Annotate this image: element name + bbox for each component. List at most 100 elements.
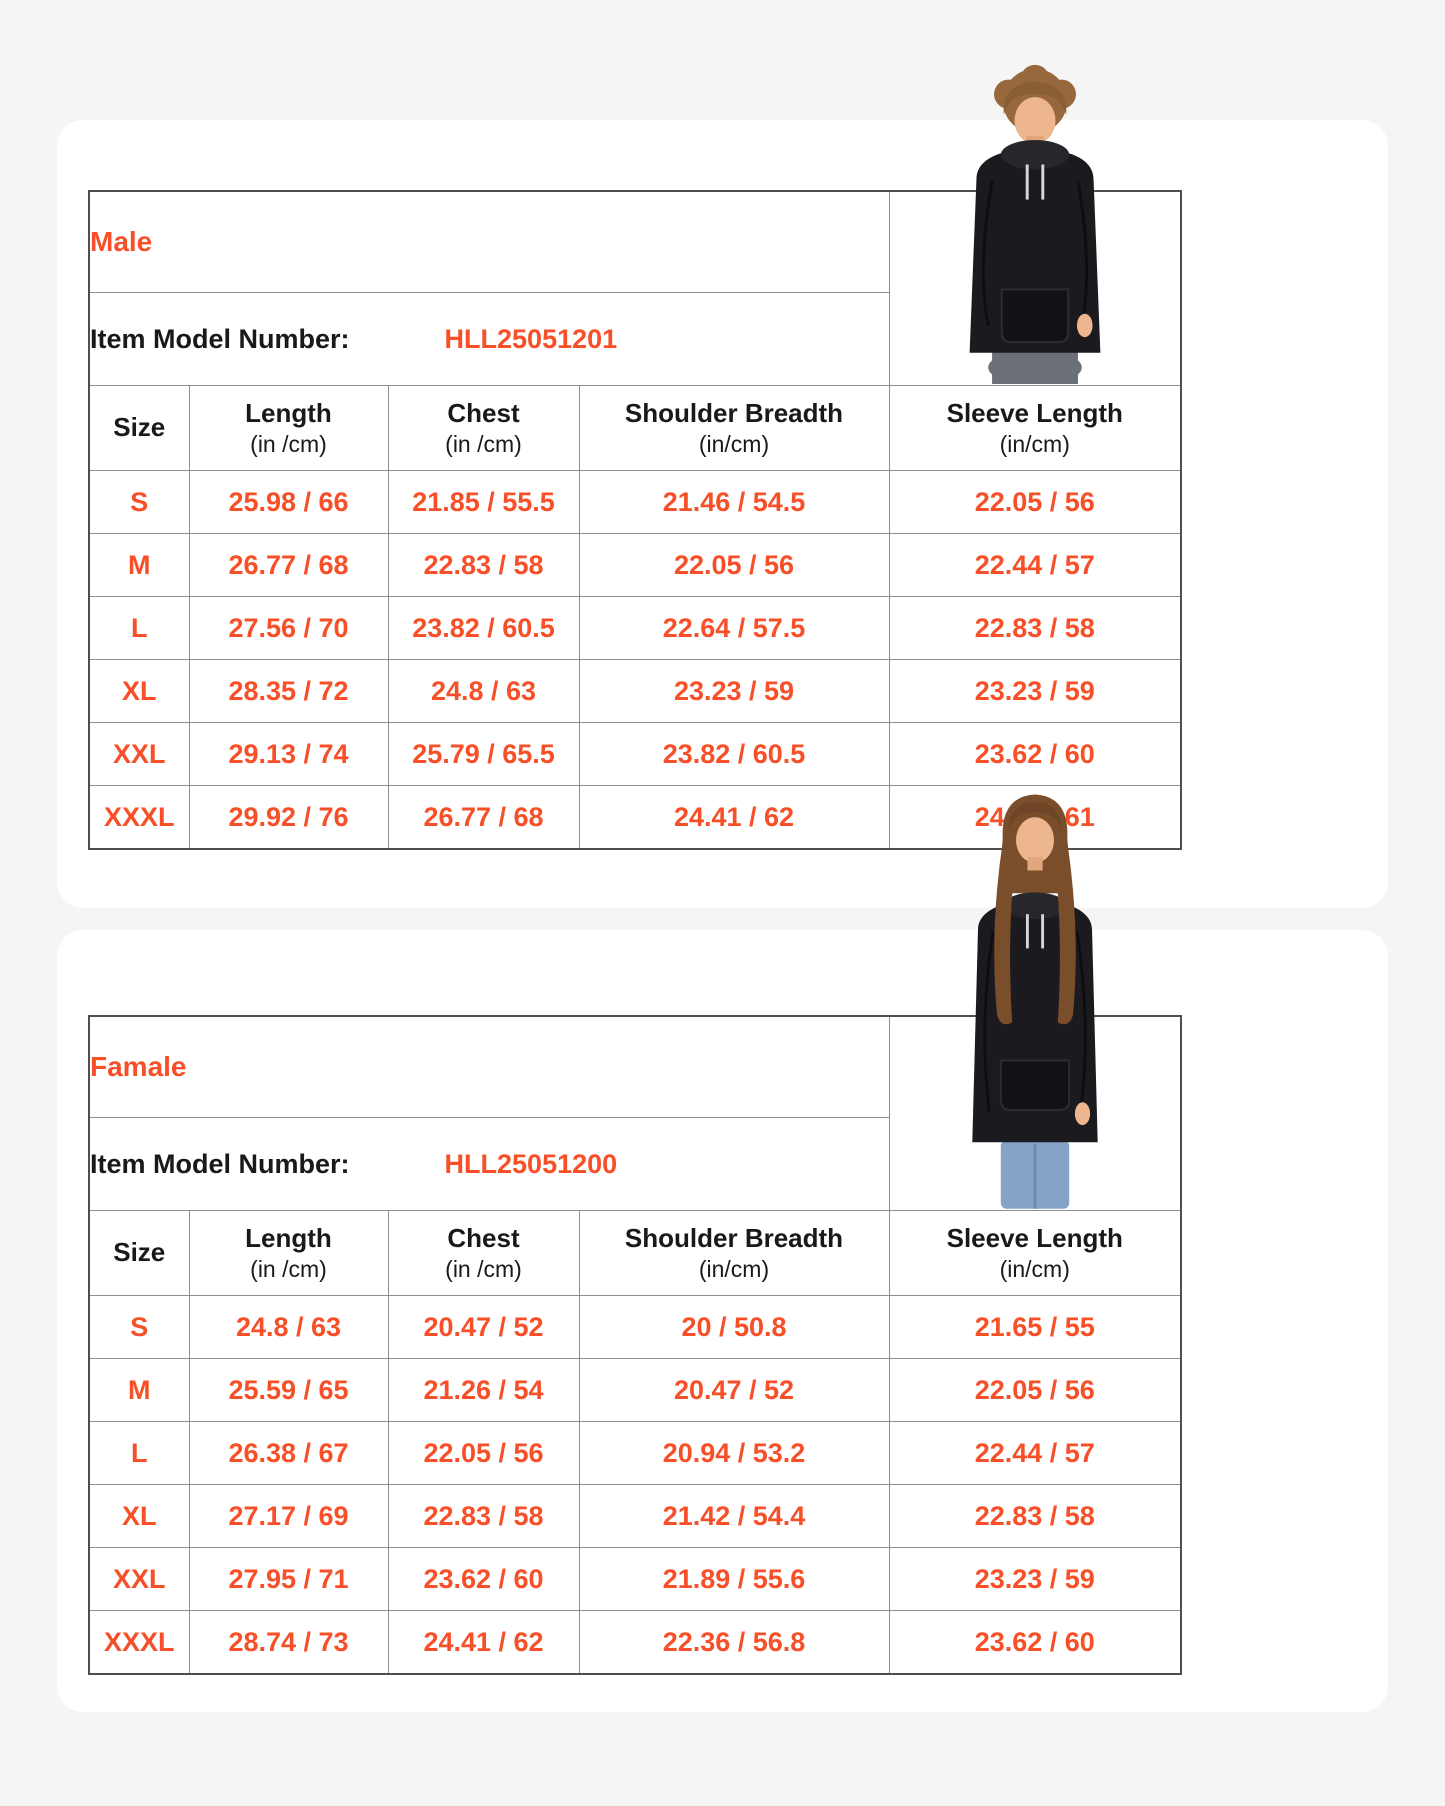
measurement-value: 22.83 / 58 [387, 533, 580, 597]
column-label: Size [113, 412, 166, 443]
size-row-xl: XL 28.35 / 72 24.8 / 63 23.23 / 59 23.23 / 5… [88, 659, 1182, 723]
column-unit: (in/cm) [698, 1255, 770, 1282]
measurement-value: 29.92 / 76 [188, 785, 389, 850]
model-number-value: HLL25051200 [444, 1148, 618, 1179]
measurement-value: 26.38 / 67 [188, 1421, 389, 1485]
column-header-chest: Chest (in /cm) [387, 1210, 580, 1296]
measurement-value: 23.62 / 60 [387, 1547, 580, 1611]
column-unit: (in/cm) [999, 430, 1070, 457]
size-row-xxl: XXL 29.13 / 74 25.79 / 65.5 23.82 / 60.5 23.… [88, 722, 1182, 786]
male-model-photo [969, 64, 1101, 384]
male-title-row: Male [88, 64, 1182, 386]
size-label: XXXL [88, 1610, 190, 1675]
male-model-number-row: Item Model Number: HLL25051201 [88, 292, 1181, 386]
column-label: Size [113, 1237, 166, 1268]
measurement-value: 21.42 / 54.4 [578, 1484, 890, 1548]
column-header-chest: Chest (in /cm) [387, 385, 580, 471]
column-header-row: Size Length (in /cm) Chest (in /cm) Shoulder … [88, 1210, 1182, 1296]
column-unit: (in/cm) [999, 1255, 1070, 1282]
column-label: Chest [447, 397, 520, 428]
size-label: XXL [88, 1547, 190, 1611]
size-label: S [88, 1295, 190, 1359]
measurement-value: 25.79 / 65.5 [387, 722, 580, 786]
size-label: XXXL [88, 785, 190, 850]
size-row-xxxl: XXXL 29.92 / 76 26.77 / 68 24.41 / 62 24.02 … [88, 785, 1182, 850]
column-unit: (in /cm) [445, 1255, 522, 1282]
column-label: Chest [447, 1222, 520, 1253]
female-photo-cell [888, 794, 1182, 1211]
measurement-value: 24.41 / 62 [387, 1610, 580, 1675]
measurement-value: 24.41 / 62 [578, 785, 890, 850]
measurement-value: 22.83 / 58 [888, 596, 1182, 660]
female-model-number-row: Item Model Number: HLL25051200 [88, 1117, 1181, 1211]
measurement-value: 25.98 / 66 [188, 470, 389, 534]
measurement-value: 20 / 50.8 [578, 1295, 890, 1359]
measurement-value: 22.05 / 56 [387, 1421, 580, 1485]
measurement-value: 28.35 / 72 [188, 659, 389, 723]
size-row-xxxl: XXXL 28.74 / 73 24.41 / 62 22.36 / 56.8 23.6… [88, 1610, 1182, 1675]
measurement-value: 22.44 / 57 [888, 533, 1182, 597]
column-label: Length [245, 397, 332, 428]
column-label: Shoulder Breadth [624, 397, 844, 428]
measurement-value: 23.82 / 60.5 [387, 596, 580, 660]
measurement-value: 24.8 / 63 [188, 1295, 389, 1359]
size-label: M [88, 533, 190, 597]
measurement-value: 23.62 / 60 [888, 722, 1182, 786]
size-label: XXL [88, 722, 190, 786]
size-row-xl: XL 27.17 / 69 22.83 / 58 21.42 / 54.4 22.83 … [88, 1484, 1182, 1548]
column-header-size: Size [88, 1210, 190, 1296]
column-unit: (in /cm) [250, 430, 327, 457]
measurement-value: 20.47 / 52 [578, 1358, 890, 1422]
measurement-value: 22.83 / 58 [387, 1484, 580, 1548]
size-row-xxl: XXL 27.95 / 71 23.62 / 60 21.89 / 55.6 23.23… [88, 1547, 1182, 1611]
measurement-value: 23.82 / 60.5 [578, 722, 890, 786]
size-row-l: L 26.38 / 67 22.05 / 56 20.94 / 53.2 22.44 /… [88, 1421, 1182, 1485]
male-size-chart-card: Male [57, 64, 1388, 908]
column-header-sleeve-length: Sleeve Length (in/cm) [888, 385, 1182, 471]
measurement-value: 23.62 / 60 [888, 1610, 1182, 1675]
measurement-value: 25.59 / 65 [188, 1358, 389, 1422]
measurement-value: 27.56 / 70 [188, 596, 389, 660]
column-header-sleeve-length: Sleeve Length (in/cm) [888, 1210, 1182, 1296]
female-size-chart-card: Famale [57, 794, 1388, 1712]
measurement-value: 24.02 / 61 [888, 785, 1182, 850]
measurement-value: 23.23 / 59 [888, 659, 1182, 723]
measurement-value: 24.8 / 63 [387, 659, 580, 723]
measurement-value: 27.17 / 69 [188, 1484, 389, 1548]
size-label: XL [88, 1484, 190, 1548]
column-label: Sleeve Length [946, 1222, 1123, 1253]
measurement-value: 27.95 / 71 [188, 1547, 389, 1611]
size-label: L [88, 1421, 190, 1485]
model-number-label: Item Model Number: [90, 1148, 350, 1179]
size-row-m: M 25.59 / 65 21.26 / 54 20.47 / 52 22.05 / 5… [88, 1358, 1182, 1422]
measurement-value: 26.77 / 68 [387, 785, 580, 850]
measurement-value: 22.05 / 56 [888, 470, 1182, 534]
column-label: Sleeve Length [946, 397, 1123, 428]
measurement-value: 21.65 / 55 [888, 1295, 1182, 1359]
female-size-table: Famale [88, 794, 1182, 1675]
column-label: Length [245, 1222, 332, 1253]
measurement-value: 22.83 / 58 [888, 1484, 1182, 1548]
column-header-length: Length (in /cm) [188, 1210, 389, 1296]
size-label: M [88, 1358, 190, 1422]
size-label: L [88, 596, 190, 660]
male-photo-cell [888, 64, 1182, 386]
male-table-title: Male [88, 190, 890, 293]
measurement-value: 22.05 / 56 [578, 533, 890, 597]
column-header-row: Size Length (in /cm) Chest (in /cm) Shoulder … [88, 385, 1182, 471]
size-label: S [88, 470, 190, 534]
column-header-shoulder-breadth: Shoulder Breadth (in/cm) [578, 385, 890, 471]
size-row-s: S 25.98 / 66 21.85 / 55.5 21.46 / 54.5 22.05… [88, 470, 1182, 534]
model-number-value: HLL25051201 [444, 323, 618, 354]
measurement-value: 21.46 / 54.5 [578, 470, 890, 534]
female-table-title: Famale [88, 1015, 890, 1118]
measurement-value: 21.85 / 55.5 [387, 470, 580, 534]
measurement-value: 20.47 / 52 [387, 1295, 580, 1359]
measurement-value: 22.36 / 56.8 [578, 1610, 890, 1675]
column-header-length: Length (in /cm) [188, 385, 389, 471]
measurement-value: 26.77 / 68 [188, 533, 389, 597]
male-size-table: Male [88, 64, 1182, 850]
column-header-size: Size [88, 385, 190, 471]
measurement-value: 22.05 / 56 [888, 1358, 1182, 1422]
